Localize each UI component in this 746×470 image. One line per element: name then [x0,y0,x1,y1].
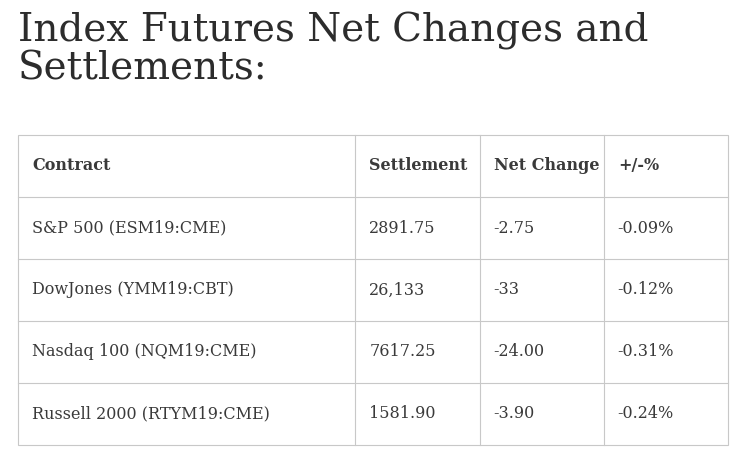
Text: 26,133: 26,133 [369,282,425,298]
Text: -0.31%: -0.31% [618,344,674,360]
Text: Settlement: Settlement [369,157,468,174]
Text: Net Change: Net Change [494,157,599,174]
Text: 7617.25: 7617.25 [369,344,436,360]
Text: Contract: Contract [32,157,110,174]
Text: -0.12%: -0.12% [618,282,674,298]
Text: Index Futures Net Changes and: Index Futures Net Changes and [18,12,648,50]
Text: S&P 500 (ESM19:CME): S&P 500 (ESM19:CME) [32,219,226,236]
Text: 2891.75: 2891.75 [369,219,436,236]
Text: 1581.90: 1581.90 [369,406,436,423]
Text: -0.24%: -0.24% [618,406,674,423]
Text: -0.09%: -0.09% [618,219,674,236]
Text: Russell 2000 (RTYM19:CME): Russell 2000 (RTYM19:CME) [32,406,270,423]
Text: Settlements:: Settlements: [18,50,268,87]
Text: -2.75: -2.75 [494,219,535,236]
Text: -24.00: -24.00 [494,344,545,360]
Text: +/-%: +/-% [618,157,659,174]
Text: -33: -33 [494,282,519,298]
Text: Nasdaq 100 (NQM19:CME): Nasdaq 100 (NQM19:CME) [32,344,257,360]
Text: -3.90: -3.90 [494,406,535,423]
Text: DowJones (YMM19:CBT): DowJones (YMM19:CBT) [32,282,233,298]
